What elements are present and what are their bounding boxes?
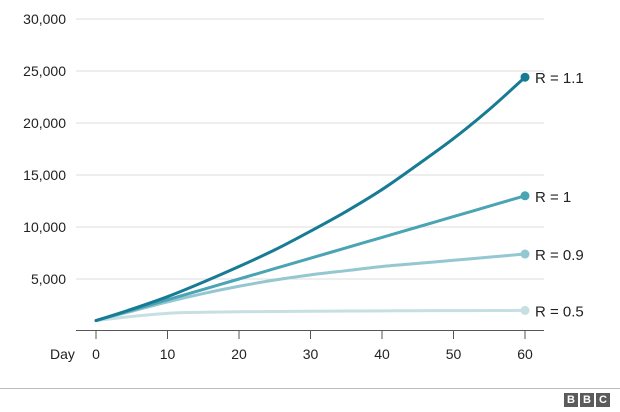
- series-end-point: [520, 305, 530, 315]
- y-tick-label: 15,000: [23, 167, 66, 183]
- y-tick-label: 20,000: [23, 115, 66, 131]
- y-tick-label: 25,000: [23, 63, 66, 79]
- line-chart: 5,000 10,000 15,000 20,000 25,000 30,000 0 10 2…: [23, 11, 584, 362]
- gridlines: [76, 18, 544, 280]
- series-end-points: [520, 72, 530, 315]
- footer-divider: [0, 388, 620, 389]
- series-line: [94, 194, 527, 323]
- y-axis-tick-labels: 5,000 10,000 15,000 20,000 25,000 30,000: [23, 11, 66, 287]
- x-tick-label: 40: [374, 346, 390, 362]
- y-tick-label: 10,000: [23, 219, 66, 235]
- bbc-logo: B B C: [564, 393, 610, 407]
- x-tick-label: 20: [231, 346, 247, 362]
- series-lines: [94, 75, 527, 323]
- bbc-logo-letter: B: [580, 393, 594, 407]
- y-tick-label: 30,000: [23, 11, 66, 27]
- series-line: [94, 252, 527, 323]
- series-end-point: [520, 249, 530, 259]
- x-axis-tick-labels: 0 10 20 30 40 50 60: [92, 346, 533, 362]
- x-tick-label: 50: [446, 346, 462, 362]
- series-labels: R = 0.5 R = 0.9 R = 1 R = 1.1: [535, 70, 584, 320]
- series-label: R = 1.1: [535, 70, 584, 87]
- series-label: R = 0.5: [535, 303, 584, 320]
- y-tick-label: 5,000: [31, 271, 66, 287]
- series-end-point: [520, 72, 530, 82]
- x-tick-label: 30: [303, 346, 319, 362]
- x-tick-label: 60: [517, 346, 533, 362]
- x-tick-label: 10: [160, 346, 176, 362]
- series-end-point: [520, 191, 530, 201]
- series-label: R = 0.9: [535, 247, 584, 264]
- bbc-logo-letter: B: [564, 393, 578, 407]
- bbc-logo-letter: C: [596, 393, 610, 407]
- series-label: R = 1: [535, 189, 571, 206]
- x-axis: [76, 330, 544, 339]
- x-tick-label: 0: [92, 346, 100, 362]
- series-line: [94, 75, 527, 323]
- series-line: [94, 308, 527, 323]
- x-axis-label: Day: [50, 346, 75, 362]
